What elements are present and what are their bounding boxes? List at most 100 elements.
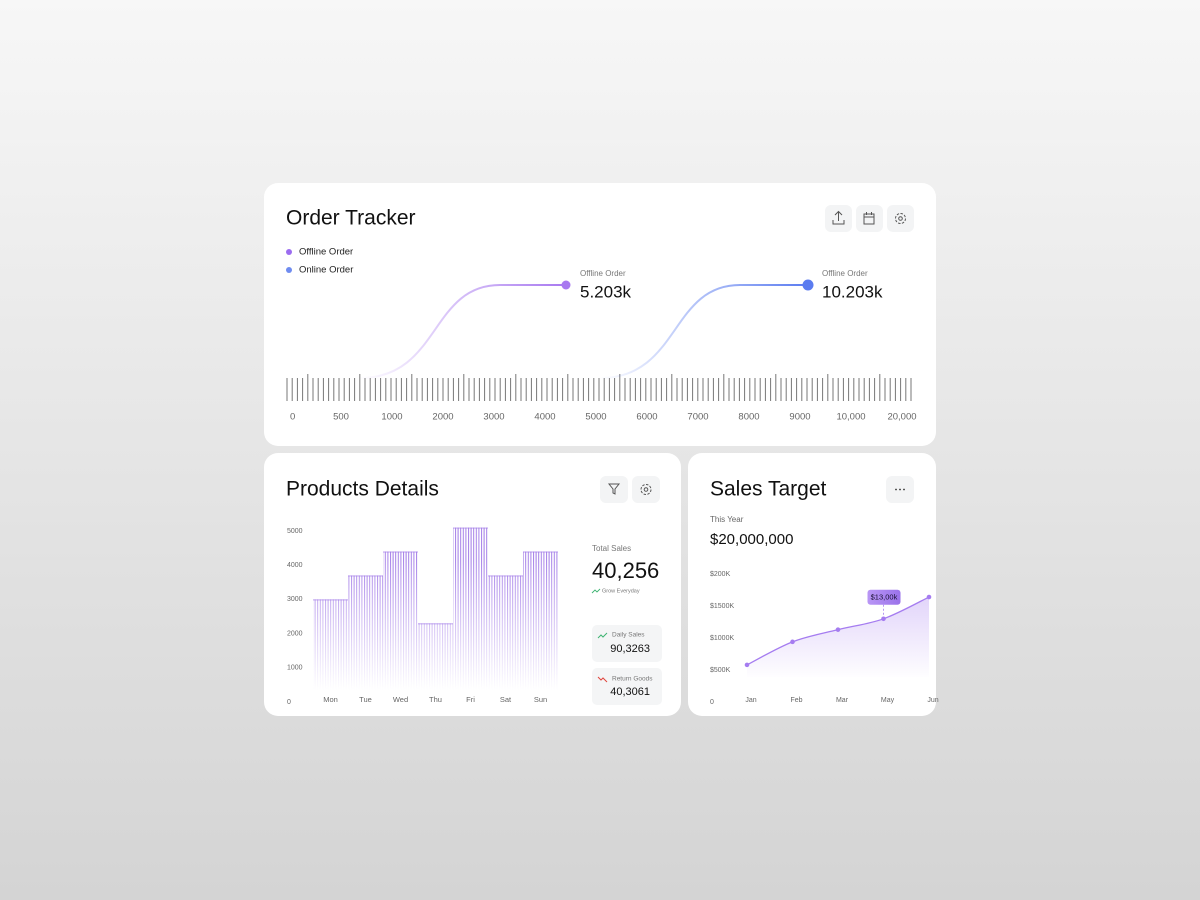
stat-value: 40,3061 xyxy=(610,686,650,698)
target-amount: $20,000,000 xyxy=(710,531,793,548)
stat-card xyxy=(592,625,662,662)
online-curve xyxy=(599,284,808,379)
x-tick-label: Mon xyxy=(323,695,338,704)
card-title: Sales Target xyxy=(710,478,827,501)
scale-label: 20,000 xyxy=(887,412,916,423)
marker-value: 10.203k xyxy=(822,282,883,301)
y-tick-label: 2000 xyxy=(287,630,303,637)
x-tick-label: Mar xyxy=(836,697,849,704)
x-tick-label: Wed xyxy=(393,695,408,704)
bar-top xyxy=(523,551,558,553)
y-tick-label: 3000 xyxy=(287,596,303,603)
legend-dot xyxy=(286,267,292,273)
legend-dot xyxy=(286,249,292,255)
y-tick-label: $1500K xyxy=(710,603,734,610)
bar-top xyxy=(348,575,383,577)
settings-icon xyxy=(895,213,906,224)
stat-card xyxy=(592,668,662,705)
scale-label: 6000 xyxy=(636,412,657,423)
stat-label: Return Goods xyxy=(612,676,653,683)
point xyxy=(926,594,932,600)
bar-top xyxy=(383,551,418,553)
legend-label: Offline Order xyxy=(299,247,353,258)
scale-label: 4000 xyxy=(534,412,555,423)
y-tick-label: $500K xyxy=(710,667,731,674)
x-tick-label: Jan xyxy=(745,697,756,704)
calendar-icon xyxy=(863,212,875,225)
total-sales-label: Total Sales xyxy=(592,544,631,553)
x-tick-label: May xyxy=(881,697,895,704)
y-tick-label: $200K xyxy=(710,571,731,578)
settings-icon xyxy=(898,216,903,221)
more-icon xyxy=(899,488,901,491)
calendar-button[interactable] xyxy=(856,205,883,232)
y-tick-label: 1000 xyxy=(287,665,303,672)
scale-label: 9000 xyxy=(789,412,810,423)
y-tick-label: 0 xyxy=(287,699,291,706)
total-sales-note: Grow Everyday xyxy=(602,588,640,594)
y-tick-label: 0 xyxy=(710,699,714,706)
marker-label: Offline Order xyxy=(822,269,868,278)
toolbar xyxy=(825,205,914,232)
y-tick-label: $1000K xyxy=(710,635,734,642)
scale-label: 5000 xyxy=(585,412,606,423)
settings-icon xyxy=(643,487,649,492)
marker-dot xyxy=(802,279,814,291)
settings-icon xyxy=(640,484,652,495)
filter-button[interactable] xyxy=(600,476,628,503)
stat-value: 90,3263 xyxy=(610,643,650,655)
settings-button[interactable] xyxy=(887,205,914,232)
x-tick-label: Feb xyxy=(790,697,802,704)
stat-label: Daily Sales xyxy=(612,632,645,639)
ruler xyxy=(286,374,912,401)
area xyxy=(747,597,929,677)
scale-label: 500 xyxy=(333,412,349,423)
bar xyxy=(453,527,488,702)
point xyxy=(744,662,750,668)
scale-label: 10,000 xyxy=(836,412,865,423)
order-tracker-card xyxy=(264,183,936,446)
trend-icon xyxy=(591,588,601,594)
point xyxy=(835,627,841,632)
tooltip xyxy=(867,589,901,605)
x-tick-label: Sat xyxy=(500,695,512,704)
bar xyxy=(383,551,418,702)
legend-label: Online Order xyxy=(299,265,353,276)
marker-label: Offline Order xyxy=(580,269,626,278)
settings-button[interactable] xyxy=(632,476,660,503)
bar xyxy=(313,599,348,702)
bar-top xyxy=(418,623,453,625)
bar xyxy=(488,575,523,702)
total-sales-value: 40,256 xyxy=(592,558,659,583)
scale-label: 7000 xyxy=(687,412,708,423)
more-icon xyxy=(895,488,897,491)
bar xyxy=(418,623,453,702)
scale-label: 1000 xyxy=(381,412,402,423)
y-tick-label: 4000 xyxy=(287,562,303,569)
scale-label: 2000 xyxy=(432,412,453,423)
scale-label: 8000 xyxy=(738,412,759,423)
marker-dot xyxy=(561,280,571,290)
bar-top xyxy=(488,575,523,577)
card-title: Products Details xyxy=(286,478,439,501)
point xyxy=(790,639,795,645)
scale-label: 3000 xyxy=(483,412,504,423)
x-tick-label: Sun xyxy=(534,695,547,704)
bar-top xyxy=(453,527,488,529)
x-tick-label: Jun xyxy=(927,697,938,704)
marker-value: 5.203k xyxy=(580,282,632,301)
x-tick-label: Tue xyxy=(359,695,372,704)
up-icon xyxy=(597,632,608,639)
y-tick-label: 5000 xyxy=(287,528,303,535)
x-tick-label: Thu xyxy=(429,695,442,704)
share-icon xyxy=(832,210,845,225)
card-title: Order Tracker xyxy=(286,207,416,230)
period-label: This Year xyxy=(710,515,744,524)
bar-top xyxy=(313,599,348,601)
down-icon xyxy=(597,676,608,683)
more-icon xyxy=(903,488,905,491)
scale-label: 0 xyxy=(290,412,295,423)
bar xyxy=(348,575,383,702)
filter-icon xyxy=(607,483,621,495)
